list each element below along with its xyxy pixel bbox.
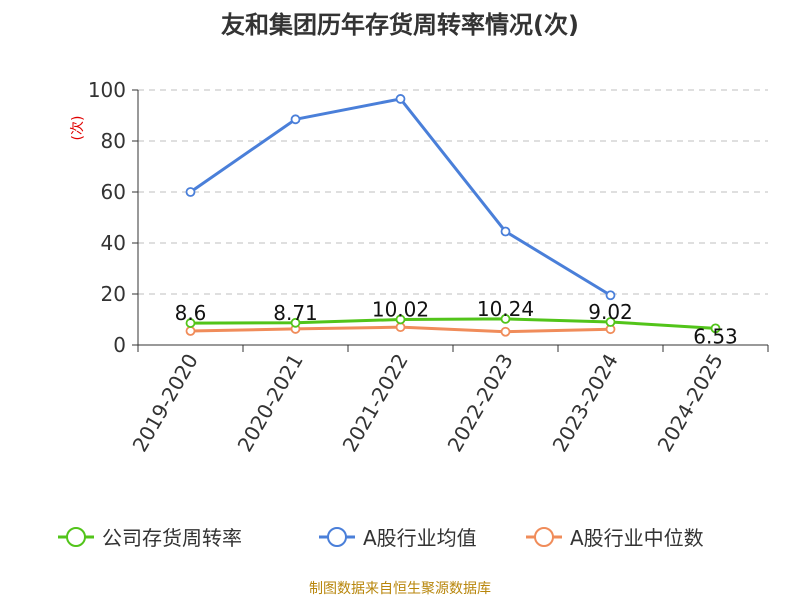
x-tick-label: 2019-2020 [128, 350, 203, 456]
data-point [395, 322, 406, 333]
legend-label: A股行业均值 [363, 526, 477, 550]
x-tick-label: 2023-2024 [548, 350, 623, 456]
data-point [500, 226, 511, 237]
series-line [190, 317, 716, 330]
data-point [500, 313, 511, 324]
data-label: 6.53 [693, 324, 738, 348]
legend-label: 公司存货周转率 [102, 526, 242, 550]
data-point [710, 323, 721, 334]
y-axis-unit: (次) [70, 116, 86, 141]
data-label: 8.6 [175, 301, 207, 325]
data-point [605, 317, 616, 327]
chart-title: 友和集团历年存货周转率情况(次) [221, 11, 579, 39]
data-point [500, 326, 511, 337]
series-line [189, 97, 612, 297]
x-tick-label: 2022-2023 [443, 350, 518, 456]
x-tick-label: 2020-2021 [233, 350, 308, 456]
x-tick-label: 2021-2022 [338, 350, 413, 456]
legend-marker [66, 527, 86, 547]
data-point [395, 94, 406, 104]
data-label: 8.71 [273, 301, 318, 325]
y-tick-label: 20 [101, 282, 126, 306]
y-tick-label: 100 [88, 78, 126, 102]
y-tick-label: 40 [101, 231, 126, 255]
source-note: 制图数据来自恒生聚源数据库 [309, 581, 491, 597]
data-point [185, 326, 196, 336]
legend: 公司存货周转率 A股行业均值 A股行业中位数 [58, 526, 704, 550]
legend-marker [534, 527, 554, 547]
y-tick-label: 60 [101, 180, 126, 204]
grid-lines [138, 89, 768, 295]
y-tick-label: 0 [113, 333, 126, 357]
legend-marker [327, 527, 347, 547]
legend-label: A股行业中位数 [570, 526, 704, 550]
data-label: 9.02 [588, 300, 633, 324]
series [185, 94, 721, 337]
data-point [395, 314, 406, 325]
data-label: 10.02 [372, 297, 429, 321]
data-point [290, 114, 301, 125]
data-point [185, 187, 196, 197]
y-tick-label: 80 [101, 129, 126, 153]
data-point [605, 290, 616, 301]
data-point [290, 317, 301, 328]
data-labels: 8.6 8.71 10.02 10.24 9.02 6.53 [175, 297, 738, 348]
data-point [185, 318, 196, 328]
data-label: 10.24 [477, 297, 534, 321]
x-tick-label: 2024-2025 [653, 350, 728, 456]
